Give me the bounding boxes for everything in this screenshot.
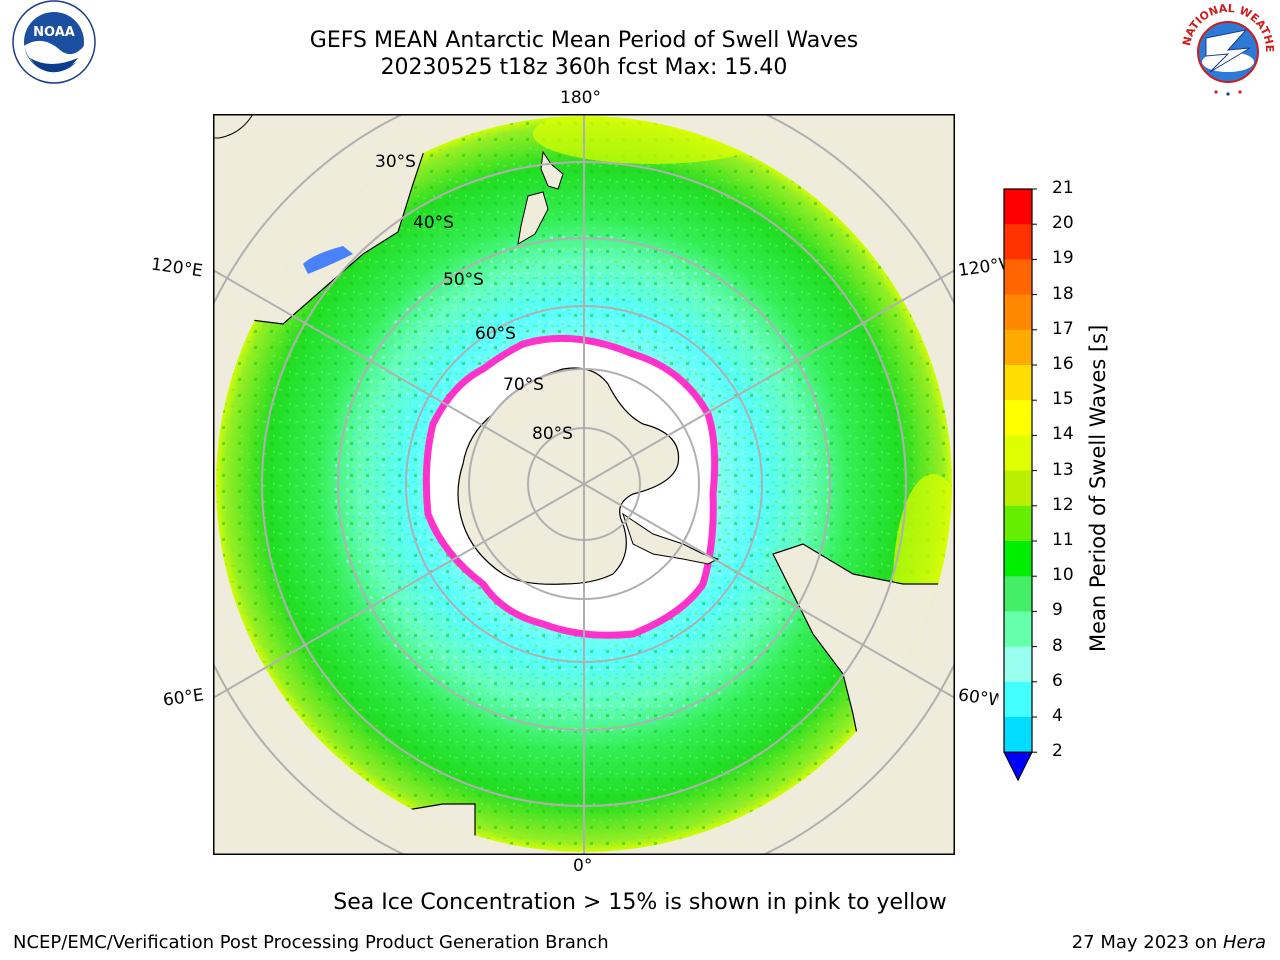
colorbar-tick-label: 12 (1052, 494, 1074, 515)
colorbar-band (1004, 435, 1032, 472)
caption: Sea Ice Concentration > 15% is shown in … (333, 890, 947, 915)
colorbar-band (1004, 470, 1032, 507)
colorbar-band (1004, 646, 1032, 683)
colorbar-band (1004, 611, 1032, 648)
footer-host: Hera (1222, 932, 1266, 953)
noaa-logo-icon: NOAA (2, 0, 104, 86)
colorbar-band (1004, 329, 1032, 366)
colorbar-tick-label: 8 (1052, 635, 1063, 656)
colorbar-extend-triangle (1003, 751, 1033, 782)
footer-date: 27 May 2023 on Hera (1072, 932, 1266, 953)
graticule (213, 114, 955, 855)
colorbar-tick-label: 16 (1052, 354, 1074, 374)
colorbar-band (1004, 505, 1032, 542)
colorbar-band (1004, 576, 1032, 612)
colorbar (1000, 186, 1040, 786)
lon-label-180: 180° (560, 88, 601, 108)
colorbar-band (1004, 189, 1032, 225)
lat-label-30s: 30°S (375, 152, 416, 172)
lat-label-50s: 50°S (443, 270, 484, 290)
chart-title: GEFS MEAN Antarctic Mean Period of Swell… (309, 28, 859, 53)
noaa-logo-text: NOAA (33, 25, 75, 40)
colorbar-band (1004, 717, 1032, 753)
colorbar-tick-label: 6 (1052, 670, 1063, 691)
colorbar-band (1004, 541, 1032, 577)
colorbar-tick-label: 20 (1052, 213, 1074, 234)
colorbar-label: Mean Period of Swell Waves [s] (1086, 324, 1110, 652)
colorbar-band (1004, 259, 1032, 296)
footer-date-text: 27 May 2023 on (1071, 932, 1223, 953)
colorbar-tick-label: 13 (1052, 459, 1074, 480)
footer-credit: NCEP/EMC/Verification Post Processing Pr… (13, 932, 609, 953)
colorbar-tick-label: 2 (1052, 741, 1063, 762)
lon-label-60e: 60°E (161, 685, 206, 711)
lat-label-70s: 70°S (503, 375, 544, 395)
colorbar-tick-label: 9 (1052, 600, 1063, 621)
polar-map (213, 114, 955, 855)
lon-label-0: 0° (573, 856, 593, 876)
nws-logo-icon: NATIONAL WEATHER SERVICE (1172, 0, 1280, 100)
colorbar-tick-label: 14 (1052, 424, 1074, 445)
lat-label-40s: 40°S (413, 213, 454, 233)
colorbar-tick-label: 4 (1052, 706, 1063, 726)
lat-label-80s: 80°S (532, 424, 573, 444)
colorbar-tick-label: 15 (1052, 389, 1074, 410)
colorbar-band (1004, 365, 1032, 401)
colorbar-band (1004, 681, 1032, 718)
colorbar-tick-label: 19 (1052, 248, 1074, 269)
colorbar-tick-label: 18 (1052, 283, 1074, 304)
colorbar-tick-label: 11 (1052, 530, 1074, 550)
lat-label-60s: 60°S (475, 324, 516, 344)
chart-subtitle: 20230525 t18z 360h fcst Max: 15.40 (380, 55, 788, 80)
colorbar-band (1004, 400, 1032, 436)
colorbar-band (1004, 224, 1032, 260)
colorbar-band (1004, 294, 1032, 331)
colorbar-tick-label: 17 (1052, 318, 1074, 339)
lon-label-60w: 60°W (956, 685, 1000, 711)
colorbar-tick-label: 10 (1052, 565, 1074, 586)
lon-label-120e: 120°E (149, 254, 204, 282)
colorbar-tick-label: 21 (1052, 178, 1074, 198)
